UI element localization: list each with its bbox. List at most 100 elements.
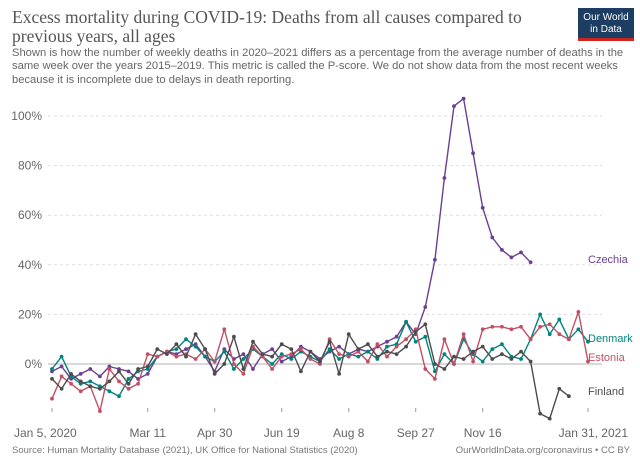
data-point-estonia[interactable]	[557, 332, 562, 337]
data-point-finland[interactable]	[567, 394, 571, 399]
series-label-denmark[interactable]: Denmark	[588, 333, 633, 345]
data-point-finland[interactable]	[270, 354, 274, 359]
data-point-finland[interactable]	[260, 352, 265, 356]
data-point-denmark[interactable]	[557, 317, 562, 322]
data-point-czechia[interactable]	[241, 352, 246, 356]
data-point-estonia[interactable]	[346, 354, 351, 359]
data-point-estonia[interactable]	[155, 354, 160, 359]
data-point-finland[interactable]	[346, 332, 351, 337]
data-point-denmark[interactable]	[59, 354, 64, 359]
data-point-finland[interactable]	[547, 416, 552, 421]
data-point-finland[interactable]	[480, 344, 485, 349]
data-point-estonia[interactable]	[222, 327, 227, 332]
data-point-denmark[interactable]	[586, 339, 590, 344]
data-point-estonia[interactable]	[538, 324, 542, 329]
data-point-denmark[interactable]	[337, 357, 341, 361]
data-point-denmark[interactable]	[203, 354, 208, 359]
data-point-finland[interactable]	[174, 342, 179, 347]
data-point-estonia[interactable]	[423, 367, 428, 371]
data-point-finland[interactable]	[442, 367, 447, 371]
data-point-denmark[interactable]	[385, 344, 389, 349]
series-lines[interactable]	[50, 96, 590, 421]
data-point-denmark[interactable]	[576, 327, 581, 332]
data-point-czechia[interactable]	[251, 367, 255, 371]
data-point-finland[interactable]	[385, 349, 389, 354]
series-line-czechia[interactable]	[51, 97, 532, 380]
data-point-finland[interactable]	[490, 357, 495, 361]
data-point-finland[interactable]	[136, 367, 141, 371]
data-point-finland[interactable]	[212, 372, 217, 376]
data-point-denmark[interactable]	[490, 347, 495, 351]
data-point-estonia[interactable]	[586, 359, 590, 364]
data-point-finland[interactable]	[528, 359, 533, 364]
data-point-estonia[interactable]	[145, 352, 150, 356]
data-point-czechia[interactable]	[145, 372, 150, 376]
data-point-finland[interactable]	[413, 329, 418, 334]
data-point-finland[interactable]	[375, 354, 380, 359]
data-point-finland[interactable]	[184, 354, 188, 359]
data-point-finland[interactable]	[423, 322, 428, 327]
data-point-finland[interactable]	[279, 342, 284, 347]
data-point-czechia[interactable]	[98, 374, 102, 379]
data-point-finland[interactable]	[107, 379, 112, 384]
data-point-finland[interactable]	[232, 334, 236, 339]
data-point-czechia[interactable]	[88, 367, 93, 371]
data-point-denmark[interactable]	[241, 357, 246, 361]
data-point-czechia[interactable]	[509, 255, 514, 260]
data-point-denmark[interactable]	[404, 319, 408, 324]
data-point-finland[interactable]	[471, 349, 475, 354]
data-point-czechia[interactable]	[471, 151, 475, 156]
data-point-estonia[interactable]	[289, 352, 294, 356]
data-point-finland[interactable]	[78, 379, 83, 384]
data-point-estonia[interactable]	[59, 374, 64, 379]
data-point-estonia[interactable]	[452, 362, 456, 366]
data-point-estonia[interactable]	[241, 372, 246, 376]
data-point-finland[interactable]	[126, 381, 131, 386]
data-point-finland[interactable]	[557, 386, 562, 391]
data-point-finland[interactable]	[193, 332, 198, 337]
source-note[interactable]: Source: Human Mortality Database (2021),…	[12, 445, 358, 456]
data-point-estonia[interactable]	[337, 352, 341, 356]
data-point-czechia[interactable]	[480, 205, 485, 210]
data-point-denmark[interactable]	[413, 339, 418, 344]
data-point-estonia[interactable]	[69, 381, 73, 386]
data-point-denmark[interactable]	[126, 377, 131, 381]
data-point-finland[interactable]	[356, 347, 361, 351]
data-point-estonia[interactable]	[519, 324, 523, 329]
data-point-estonia[interactable]	[404, 337, 408, 342]
data-point-estonia[interactable]	[490, 324, 495, 329]
data-point-czechia[interactable]	[279, 359, 284, 364]
data-point-finland[interactable]	[299, 369, 303, 374]
data-point-estonia[interactable]	[212, 359, 217, 364]
data-point-denmark[interactable]	[538, 312, 542, 317]
data-point-czechia[interactable]	[184, 347, 188, 351]
data-point-estonia[interactable]	[528, 337, 533, 342]
data-point-finland[interactable]	[88, 384, 93, 389]
data-point-estonia[interactable]	[126, 386, 131, 391]
data-point-denmark[interactable]	[423, 334, 428, 339]
data-point-czechia[interactable]	[337, 344, 341, 349]
data-point-estonia[interactable]	[433, 377, 437, 381]
data-point-estonia[interactable]	[366, 359, 370, 364]
data-point-finland[interactable]	[165, 352, 169, 356]
data-point-finland[interactable]	[117, 369, 121, 374]
series-label-finland[interactable]: Finland	[588, 386, 624, 398]
data-point-denmark[interactable]	[327, 347, 332, 351]
data-point-denmark[interactable]	[442, 352, 447, 356]
data-point-denmark[interactable]	[88, 379, 93, 384]
data-point-estonia[interactable]	[279, 354, 284, 359]
data-point-czechia[interactable]	[461, 96, 466, 101]
data-point-czechia[interactable]	[385, 339, 389, 344]
data-point-estonia[interactable]	[98, 409, 102, 413]
data-point-denmark[interactable]	[547, 332, 552, 337]
data-point-czechia[interactable]	[519, 250, 523, 255]
data-point-denmark[interactable]	[366, 349, 370, 354]
data-point-denmark[interactable]	[232, 367, 236, 371]
data-point-finland[interactable]	[69, 372, 73, 376]
data-point-finland[interactable]	[461, 357, 466, 361]
data-point-estonia[interactable]	[500, 324, 504, 329]
data-point-estonia[interactable]	[78, 389, 83, 394]
data-point-denmark[interactable]	[480, 359, 485, 364]
data-point-estonia[interactable]	[50, 396, 54, 401]
data-point-finland[interactable]	[394, 352, 399, 356]
